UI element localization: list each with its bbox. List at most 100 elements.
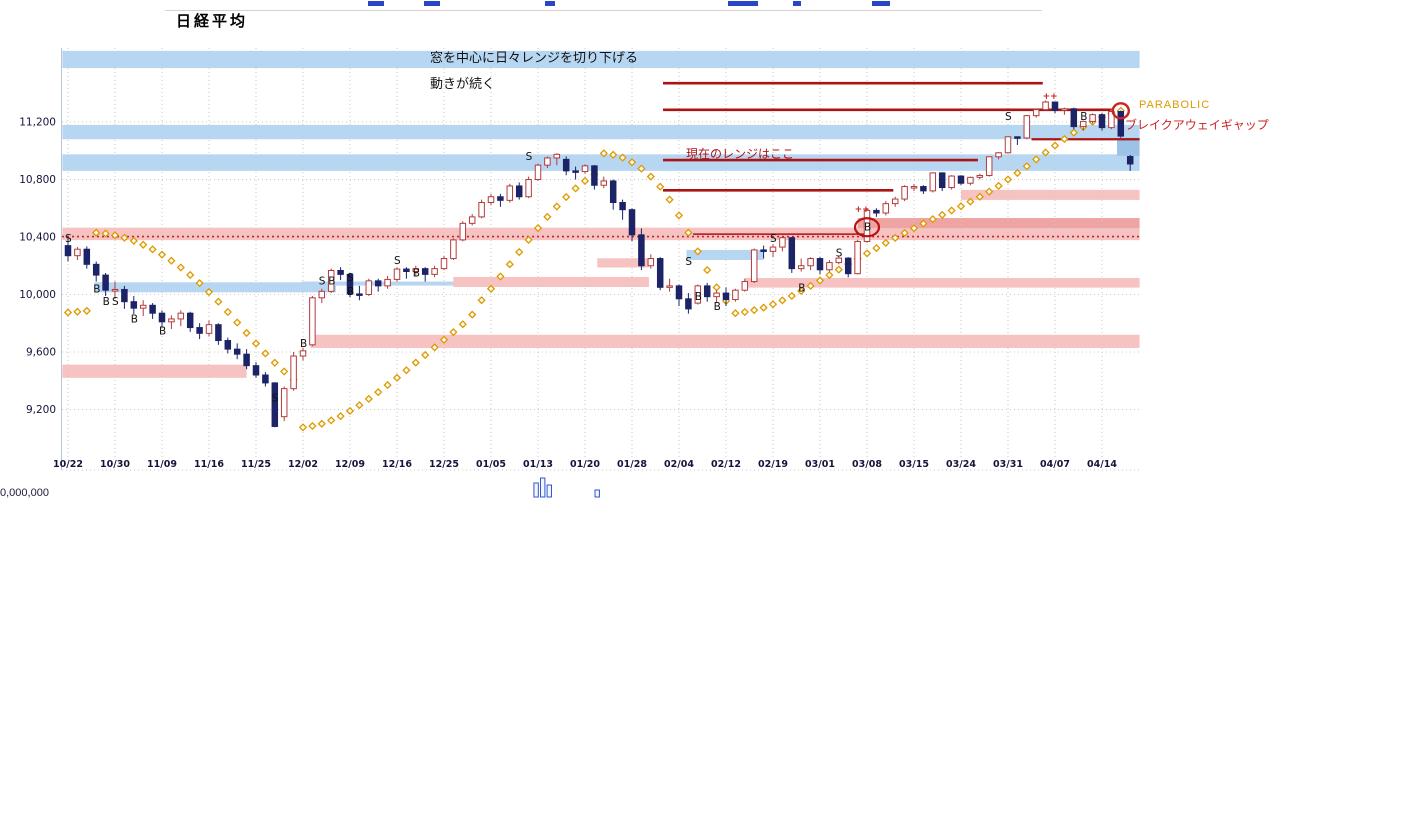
header-divider <box>165 10 1042 11</box>
parabolic-sar-dot <box>336 411 345 421</box>
annotation-range-downshift-line1: 窓を中心に日々レンジを切り下げる <box>430 50 639 65</box>
parabolic-sar-dot <box>148 245 157 254</box>
volume-bar <box>533 482 539 498</box>
candlestick <box>233 348 241 355</box>
parabolic-sar-dot <box>1003 175 1013 184</box>
candlestick <box>431 268 438 275</box>
parabolic-sar-dot <box>92 228 101 237</box>
candlestick <box>694 285 702 304</box>
trade-signal: S <box>836 247 843 259</box>
parabolic-sar-dot <box>524 235 533 244</box>
parabolic-sar-dot <box>815 276 825 285</box>
candlestick <box>647 258 655 267</box>
x-axis-label: 10/22 <box>53 459 83 470</box>
header-link-stub[interactable] <box>368 1 384 6</box>
candlestick <box>891 198 899 205</box>
gap-band <box>62 50 1140 69</box>
parabolic-sar-dot <box>900 228 909 238</box>
candlestick <box>600 180 608 186</box>
candlestick <box>149 304 156 314</box>
parabolic-sar-dot <box>317 419 326 428</box>
candlestick <box>1108 111 1115 129</box>
candlestick <box>168 318 175 323</box>
parabolic-sar-dot <box>355 401 364 410</box>
parabolic-sar-dot <box>280 367 289 376</box>
parabolic-sar-dot <box>778 296 787 305</box>
parabolic-sar-dot <box>327 416 336 425</box>
parabolic-sar-dot <box>947 206 956 215</box>
header-link-stub[interactable] <box>872 1 890 6</box>
parabolic-sar-dot <box>674 211 684 220</box>
candlestick <box>976 174 984 178</box>
header-link-stub[interactable] <box>545 1 555 6</box>
candlestick <box>1117 111 1125 137</box>
candlestick <box>92 263 100 276</box>
candlestick <box>703 285 711 298</box>
candlestick <box>741 281 749 291</box>
x-axis-label: 12/16 <box>382 459 412 470</box>
x-axis-label: 04/07 <box>1040 459 1070 470</box>
candlestick <box>1070 108 1078 128</box>
candlestick <box>675 285 683 300</box>
parabolic-sar-dot <box>345 406 355 416</box>
candlestick <box>732 289 739 301</box>
trade-signal: S <box>319 275 326 287</box>
candlestick <box>882 203 890 214</box>
parabolic-sar-dot <box>956 202 966 211</box>
candlestick <box>553 153 561 159</box>
candlestick <box>393 268 401 280</box>
parabolic-sar-dot <box>374 387 383 397</box>
header-link-stub[interactable] <box>424 1 440 6</box>
parabolic-sar-dot <box>139 240 148 249</box>
parabolic-sar-dot <box>82 306 91 316</box>
parabolic-sar-dot <box>468 310 477 319</box>
parabolic-sar-dot <box>731 309 740 318</box>
annotation-breakaway-gap: ブレイクアウェイギャップ <box>1125 118 1269 132</box>
candlestick <box>873 209 880 214</box>
header-link-stub[interactable] <box>728 1 758 6</box>
trade-signal: B <box>159 326 166 338</box>
candlestick <box>769 246 777 252</box>
candlestick <box>666 285 673 288</box>
parabolic-sar-dot <box>806 281 815 290</box>
candlestick <box>158 312 166 323</box>
candlestick <box>995 152 1002 158</box>
candlestick <box>1126 156 1134 165</box>
parabolic-sar-dot <box>176 263 185 272</box>
candlestick <box>826 262 833 271</box>
candlestick <box>196 327 203 334</box>
trade-signal: ++ <box>1043 92 1058 102</box>
candlestick <box>591 165 598 186</box>
gap-band <box>961 189 1140 200</box>
parabolic-sar-dot <box>233 318 242 327</box>
x-axis-label: 04/14 <box>1087 459 1117 470</box>
parabolic-sar-dot <box>1041 148 1050 157</box>
parabolic-sar-dot <box>571 184 580 193</box>
candlestick <box>327 269 335 292</box>
candlestick <box>111 288 119 292</box>
gap-band <box>62 154 1140 171</box>
trade-signal: B <box>714 301 721 313</box>
candlestick <box>619 202 626 211</box>
gap-band <box>597 258 649 268</box>
parabolic-sar-dot <box>186 270 195 280</box>
candlestick <box>177 312 185 320</box>
candlestick <box>205 324 213 334</box>
parabolic-sar-dot <box>693 247 702 256</box>
parabolic-sar-dot <box>975 192 984 201</box>
candlestick <box>102 274 109 291</box>
parabolic-sar-dot <box>787 291 796 301</box>
volume-bar <box>594 489 600 498</box>
candlestick <box>440 258 448 270</box>
trade-signal: S <box>526 151 533 163</box>
trade-signal: S <box>1005 111 1012 123</box>
candlestick <box>863 209 871 242</box>
parabolic-sar-dot <box>110 231 120 240</box>
parabolic-sar-dot <box>533 223 543 233</box>
candlestick <box>262 374 269 384</box>
x-axis-label: 02/19 <box>758 459 788 470</box>
candlestick <box>450 239 457 260</box>
volume-bar <box>540 477 546 498</box>
candlestick <box>215 324 222 341</box>
header-link-stub[interactable] <box>793 1 801 6</box>
